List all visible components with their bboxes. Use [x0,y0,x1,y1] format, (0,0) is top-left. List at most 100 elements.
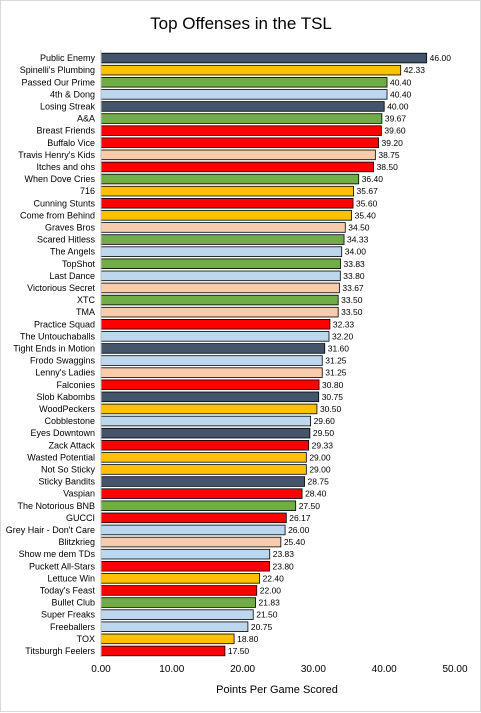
category-label: Not So Sticky [41,464,96,474]
category-label: TMA [76,307,95,317]
value-label: 32.20 [332,331,354,341]
category-label: Buffalo Vice [47,138,95,148]
value-label: 18.80 [237,634,259,644]
category-label: Last Dance [49,271,95,281]
value-label: 40.40 [390,77,412,87]
bar [100,319,331,330]
value-label: 33.67 [342,283,364,293]
bar [100,198,354,209]
bar [100,331,330,342]
bar [100,561,270,572]
bar [100,391,320,403]
bar [100,464,307,475]
bar [100,500,297,511]
bar [100,149,376,161]
category-label: Eyes Downtown [30,428,95,438]
value-label: 46.00 [430,53,452,63]
value-label: 21.83 [259,598,281,608]
category-label: Cobblestone [44,416,95,426]
bar [100,64,402,76]
x-tick-label: 30.00 [301,664,326,675]
bar [100,137,379,148]
bar [100,645,226,657]
bar [100,633,235,645]
category-label: Graves Bros [45,222,96,232]
bar [100,343,326,354]
category-label: Frodo Swaggins [30,356,96,366]
category-label: 716 [80,186,95,196]
value-label: 35.67 [357,186,379,196]
category-label: Show me dem TDs [19,549,96,559]
bar [100,173,360,185]
value-label: 25.40 [284,537,306,547]
value-label: 33.83 [344,259,366,269]
value-label: 29.00 [309,464,331,474]
chart-title: Top Offenses in the TSL [150,14,332,33]
bar [100,258,341,269]
category-label: TOX [77,634,95,644]
bar [100,585,258,596]
category-label: Wasted Potential [27,452,95,462]
bar [100,548,271,560]
bar [100,512,287,524]
value-label: 33.80 [343,271,365,281]
x-tick-label: 20.00 [230,664,255,675]
bar [100,222,346,233]
bar [100,609,254,620]
bar [100,476,305,487]
value-label: 33.50 [341,307,363,317]
value-label: 34.50 [348,222,370,232]
bar [100,621,249,632]
category-label: Slob Kabombs [36,392,95,402]
bar [100,282,340,294]
value-label: 29.00 [309,452,331,462]
value-label: 22.40 [263,573,285,583]
category-label: Grey Hair - Don't Care [6,525,95,535]
category-label: Lettuce Win [47,573,95,583]
value-label: 36.40 [362,174,384,184]
bar [100,77,388,88]
category-label: Vaspian [63,489,95,499]
category-label: Titsburgh Feelers [25,646,95,656]
x-axis-title: Points Per Game Scored [216,684,338,696]
bar [100,573,260,584]
bar [100,294,339,306]
bar [100,125,382,136]
bar [100,210,353,221]
category-label: Bullet Club [51,598,95,608]
value-label: 35.60 [356,198,378,208]
value-label: 32.33 [333,319,355,329]
value-label: 39.60 [384,126,406,136]
value-label: 29.60 [314,416,336,426]
value-label: 30.80 [322,380,344,390]
category-label: Cunning Stunts [33,198,95,208]
category-label: The Angels [50,247,96,257]
value-label: 40.40 [390,89,412,99]
value-label: 22.00 [260,585,282,595]
bar [100,52,428,64]
value-label: 35.40 [355,210,377,220]
bar [100,415,311,427]
category-label: Losing Streak [40,101,96,111]
category-label: The Notorious BNB [17,501,95,511]
value-label: 23.80 [273,561,295,571]
value-label: 29.50 [313,428,335,438]
value-label: 38.50 [377,162,399,172]
value-label: 33.50 [341,295,363,305]
bar [100,270,341,282]
bar [100,234,345,245]
value-label: 26.17 [289,513,311,523]
bar [100,524,286,536]
category-label: Today's Feast [40,585,96,595]
value-label: 21.50 [256,610,278,620]
value-label: 40.00 [387,101,409,111]
category-label: Public Enemy [40,53,96,63]
bar [100,306,339,318]
bar [100,440,310,451]
category-label: Spinelli's Plumbing [20,65,95,75]
category-label: Puckett All-Stars [29,561,96,571]
category-label: When Dove Cries [24,174,95,184]
bar [100,246,343,257]
bar [100,89,388,100]
